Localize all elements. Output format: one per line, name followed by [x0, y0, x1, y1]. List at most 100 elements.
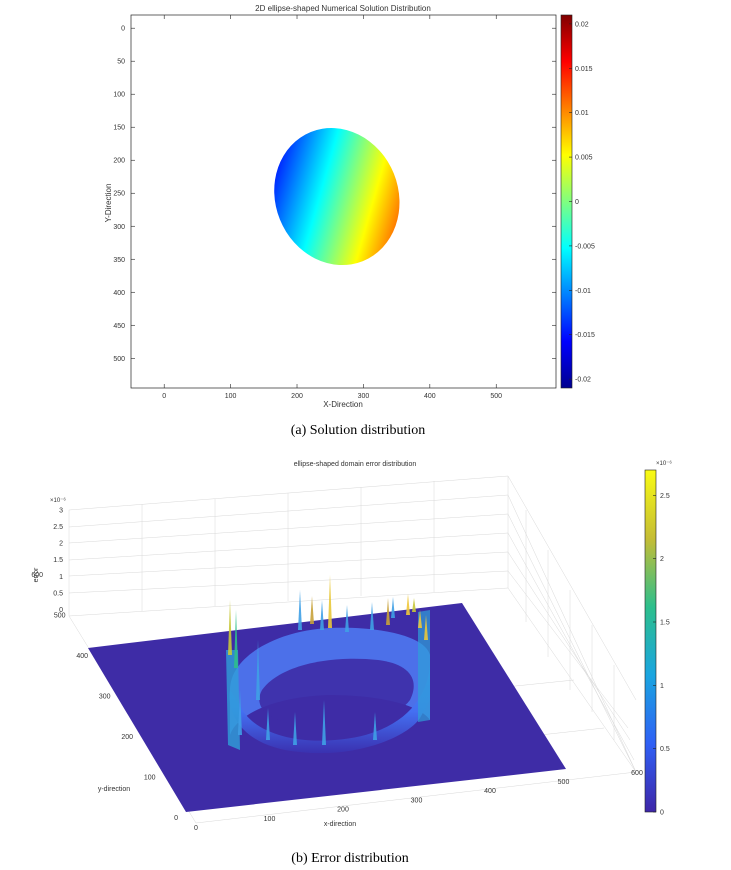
error-spike [234, 610, 238, 668]
colorbar-tick-label: 2.5 [660, 493, 670, 500]
y-tick-label: 50 [117, 59, 125, 66]
x-tick-label: 400 [484, 788, 496, 795]
error-surface-chart: ellipse-shaped domain error distribution [31, 460, 672, 832]
error-spikes [228, 575, 428, 745]
y-axis-label: y-direction [98, 786, 130, 793]
error-spike [373, 712, 377, 740]
error-spike [345, 605, 349, 632]
error-spike [418, 610, 422, 628]
x-tick-label: 200 [291, 393, 303, 400]
y-tick-label: 0 [174, 815, 178, 822]
error-spike [228, 600, 232, 655]
y-tick-label: 250 [113, 191, 125, 198]
error-spike [298, 590, 302, 630]
x-tick-label: 300 [358, 393, 370, 400]
x-tick-label: 400 [424, 393, 436, 400]
error-spike [370, 602, 374, 630]
colorbar-tick-label: -0.015 [575, 332, 595, 339]
colorbar-tick-label: 0 [575, 199, 579, 206]
z-tick-label: 0 [59, 607, 63, 614]
error-spike [310, 596, 314, 624]
error-spike [320, 600, 324, 630]
colorbar-tick-label: 1.5 [660, 620, 670, 627]
x-axis-ticks: 0 100 200 300 400 500 600 [194, 770, 643, 832]
colorbar-ticks: 0.02 0.015 0.01 0.005 0 -0.005 -0.01 -0.015 -0.0… [569, 21, 595, 384]
z-axis-exponent: ×10⁻⁶ [50, 497, 66, 504]
error-spike [293, 712, 297, 745]
x-tick-label: 100 [225, 393, 237, 400]
y-tick-label: 450 [113, 323, 125, 330]
colorbar [644, 469, 657, 813]
y-tick-label: 500 [54, 613, 66, 620]
colorbar-tick-label: -0.01 [575, 288, 591, 295]
x-tick-label: 600 [631, 770, 643, 777]
x-tick-label: 0 [194, 825, 198, 832]
colorbar-ticks: 2.5 2 1.5 1 0.5 0 [653, 493, 670, 817]
colorbar-tick-label: 0 [660, 810, 664, 817]
z-tick-label: 1.5 [53, 557, 63, 564]
error-ring-left-wall [226, 650, 240, 750]
error-spike [391, 597, 395, 618]
error-spike [406, 594, 410, 615]
y-tick-label: 300 [99, 694, 111, 701]
y-tick-label: 400 [76, 653, 88, 660]
error-spike [266, 708, 270, 740]
colorbar-tick-label: 0.005 [575, 155, 593, 162]
y-tick-label: 500 [113, 356, 125, 363]
y-axis-ticks: 0 100 200 300 400 500 600 [31, 572, 178, 822]
z-axis-ticks: 0 0.5 1 1.5 2 2.5 3 [53, 507, 63, 614]
y-axis-label: Y-Direction [104, 184, 113, 223]
error-spike [328, 575, 332, 628]
x-axis-ticks: 0 100 200 300 400 500 [162, 15, 502, 400]
z-tick-label: 0.5 [53, 590, 63, 597]
colorbar-tick-label: -0.005 [575, 243, 595, 250]
y-tick-label: 150 [113, 125, 125, 132]
x-tick-label: 100 [264, 816, 276, 823]
y-tick-label: 400 [113, 290, 125, 297]
colorbar-tick-label: 0.01 [575, 110, 589, 117]
y-tick-label: 100 [144, 775, 156, 782]
z-tick-label: 2.5 [53, 524, 63, 531]
z-tick-label: 3 [59, 507, 63, 514]
y-tick-label: 350 [113, 257, 125, 264]
z-tick-label: 2 [59, 541, 63, 548]
solution-heatmap-chart: 2D ellipse-shaped Numerical Solution Dis… [104, 4, 595, 409]
z-axis-label: error [33, 567, 40, 582]
chart-title: 2D ellipse-shaped Numerical Solution Dis… [255, 4, 431, 13]
back-wall-grid [68, 475, 637, 824]
error-spike [256, 640, 260, 700]
y-tick-label: 200 [113, 158, 125, 165]
y-tick-label: 0 [121, 26, 125, 33]
y-tick-label: 600 [31, 572, 43, 579]
y-tick-label: 300 [113, 224, 125, 231]
colorbar-exponent: ×10⁻⁶ [656, 460, 672, 467]
colorbar-tick-label: 0.5 [660, 746, 670, 753]
chart-title: ellipse-shaped domain error distribution [294, 461, 417, 468]
error-spike [238, 690, 242, 735]
error-ring-inner [259, 658, 414, 727]
y-tick-label: 100 [113, 92, 125, 99]
caption-b: (b) Error distribution [291, 851, 408, 866]
colorbar-tick-label: -0.02 [575, 377, 591, 384]
solution-ellipse [274, 128, 400, 266]
caption-a: (a) Solution distribution [291, 423, 426, 438]
x-tick-label: 0 [162, 393, 166, 400]
error-spike [322, 700, 326, 745]
colorbar-tick-label: 0.015 [575, 66, 593, 73]
x-tick-label: 500 [490, 393, 502, 400]
colorbar-tick-label: 1 [660, 683, 664, 690]
z-tick-label: 1 [59, 574, 63, 581]
y-tick-label: 200 [121, 734, 133, 741]
colorbar-tick-label: 2 [660, 556, 664, 563]
x-tick-label: 300 [411, 797, 423, 804]
colorbar-tick-label: 0.02 [575, 21, 589, 28]
error-spike [424, 615, 428, 640]
x-axis-label: X-Direction [323, 400, 363, 409]
error-spike [412, 598, 416, 612]
error-spike [386, 598, 390, 625]
x-axis-label: x-direction [324, 821, 356, 828]
x-tick-label: 200 [337, 807, 349, 814]
y-axis-ticks: 0 50 100 150 200 250 300 350 400 450 500 [113, 26, 556, 363]
x-tick-label: 500 [558, 779, 570, 786]
